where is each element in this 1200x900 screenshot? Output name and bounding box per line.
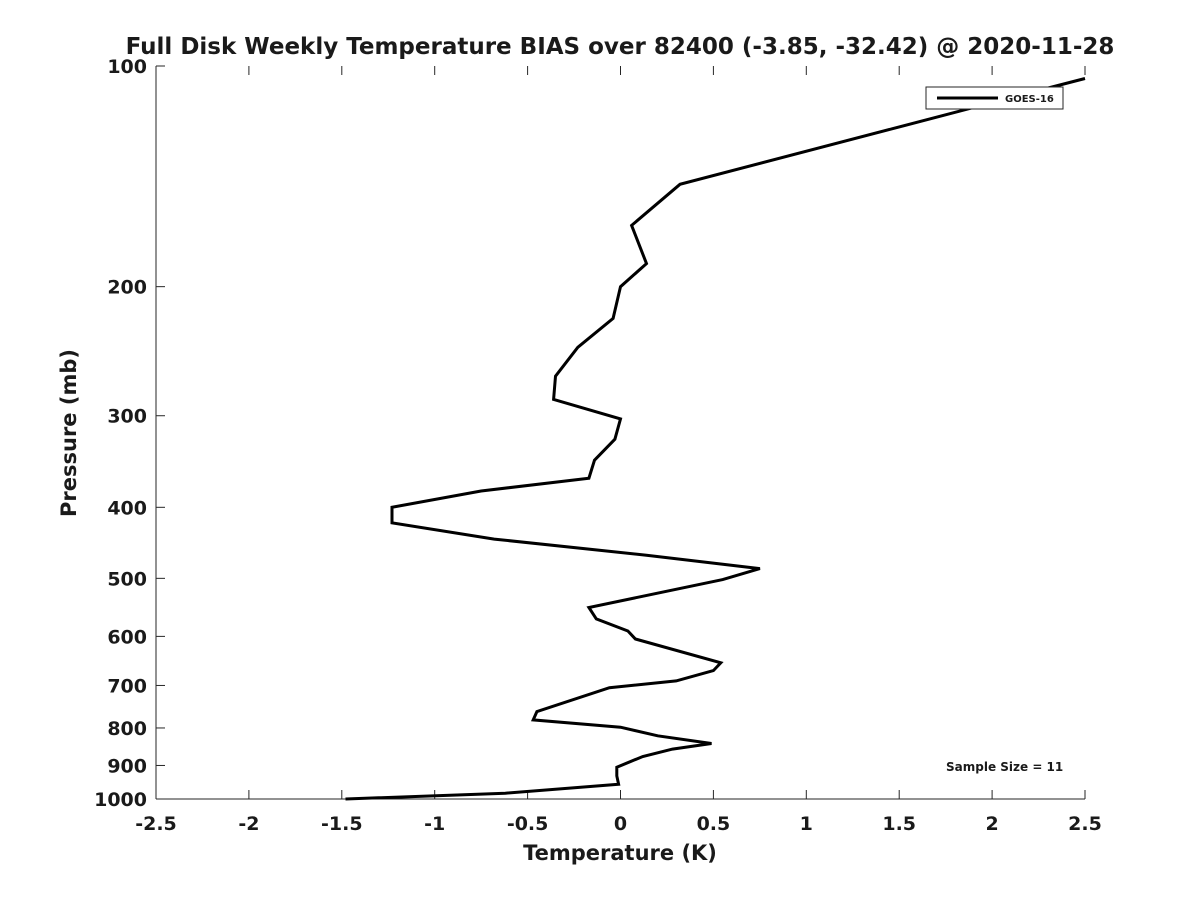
plot-area [156,66,1085,799]
y-tick-label: 600 [107,626,147,648]
x-tick-label: 2.5 [1068,813,1102,835]
x-tick-label: 1.5 [882,813,916,835]
legend: GOES-16 [925,86,1064,110]
x-tick-label: -2 [238,813,259,835]
x-tick-label: -1.5 [321,813,363,835]
x-tick-label: 0 [614,813,627,835]
y-tick-label: 500 [107,568,147,590]
x-tick-label: 0.5 [697,813,731,835]
y-ticks: 100 200 300 400 500 600 700 800 900 1000 [94,56,165,811]
series-line-goes-16 [345,77,1086,801]
legend-label-goes-16: GOES-16 [1005,94,1054,105]
y-tick-label: 800 [107,718,147,740]
x-axis-label: Temperature (K) [523,841,717,865]
y-tick-label: 400 [107,497,147,519]
y-tick-label: 300 [107,406,147,428]
x-tick-label: -2.5 [135,813,177,835]
sample-size-annotation: Sample Size = 11 [946,760,1063,774]
x-tick-label: -0.5 [507,813,549,835]
y-tick-label: 900 [107,755,147,777]
x-tick-label: 2 [985,813,998,835]
chart-title: Full Disk Weekly Temperature BIAS over 8… [126,34,1115,60]
x-tick-label: -1 [424,813,445,835]
series-layer [345,77,1086,801]
y-tick-label: 700 [107,675,147,697]
y-tick-label: 100 [107,56,147,78]
y-tick-label: 1000 [94,789,147,811]
x-tick-label: 1 [800,813,813,835]
y-axis-label: Pressure (mb) [57,349,81,517]
x-ticks: -2.5 -2 -1.5 -1 -0.5 0 0.5 1 1.5 2 2.5 [135,66,1102,835]
y-tick-label: 200 [107,277,147,299]
